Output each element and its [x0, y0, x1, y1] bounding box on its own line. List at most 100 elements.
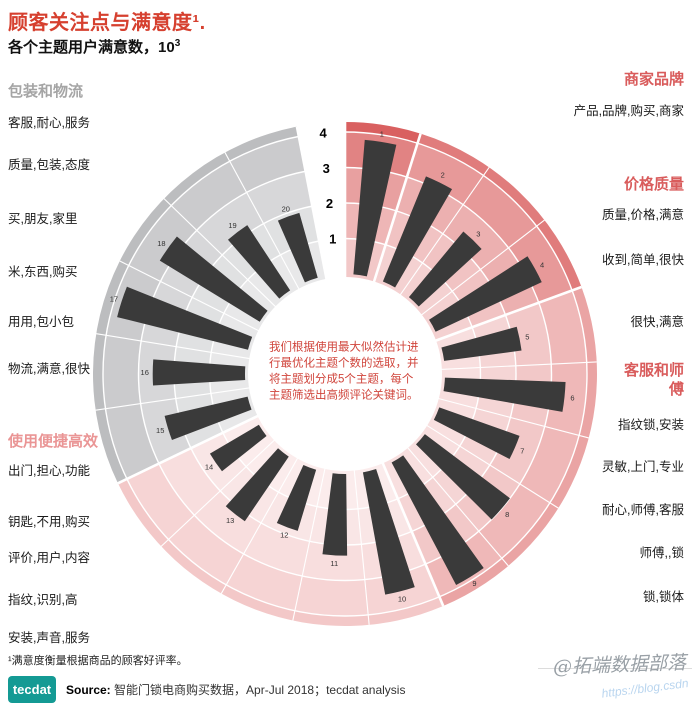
- axis-tick-label: 1: [329, 232, 336, 247]
- spoke-line: [220, 457, 299, 594]
- topic-bar: [277, 212, 318, 283]
- sector-band: [222, 415, 398, 510]
- topic-bar: [382, 176, 453, 288]
- topic-bar: [443, 377, 566, 412]
- topic-bar: [391, 455, 484, 585]
- topic-bar: [227, 225, 291, 299]
- bar-index-label: 6: [570, 393, 574, 402]
- topic-bar: [164, 396, 252, 440]
- topic-bar: [322, 473, 348, 556]
- spoke-line: [381, 461, 445, 607]
- center-annotation: 我们根据使用最大似然估计进行最优化主题个数的选取，并将主题划分成5个主题，每个主…: [269, 341, 419, 401]
- topic-keywords-label: 收到,简单,很快: [602, 253, 684, 267]
- spoke-line: [295, 126, 328, 281]
- bar-index-label: 17: [110, 295, 118, 304]
- spoke-line: [406, 446, 509, 567]
- sector-group-header: 商家品牌: [623, 71, 684, 88]
- bar-index-label: 18: [157, 239, 165, 248]
- topic-bar: [159, 236, 268, 322]
- topic-bar: [408, 231, 482, 307]
- spoke-line: [425, 424, 559, 509]
- axis-tick-label: 4: [319, 126, 327, 141]
- topic-keywords-label: 指纹锁,安装: [618, 418, 684, 432]
- spoke-line: [440, 361, 597, 370]
- bar-index-label: 15: [156, 426, 164, 435]
- topic-bar: [362, 469, 415, 595]
- topic-keywords-label: 买,朋友,家里: [8, 212, 78, 226]
- bar-index-label: 5: [525, 332, 529, 341]
- bar-index-label: 1: [380, 129, 384, 138]
- spoke-line: [119, 260, 260, 332]
- topic-keywords-label: 锁,锁体: [643, 590, 684, 604]
- topic-keywords-label: 安装,声音,服务: [8, 631, 90, 645]
- watermark-signature: @拓端数据部落: [552, 651, 687, 679]
- bar-index-label: 14: [205, 463, 213, 472]
- spoke-line: [163, 198, 277, 308]
- topic-keywords-label: 灵敏,上门,专业: [602, 460, 684, 474]
- topic-keywords-label: 指纹,识别,高: [8, 593, 78, 607]
- topic-keywords-label: 钥匙,不用,购买: [8, 515, 90, 529]
- bar-index-label: 8: [505, 510, 509, 519]
- tecdat-logo: tecdat: [8, 676, 56, 703]
- footnote: ¹满意度衡量根据商品的顾客好评率。: [8, 655, 188, 667]
- source-text: 智能门锁电商购买数据，Apr-Jul 2018；tecdat analysis: [114, 683, 406, 697]
- topic-keywords-label: 很快,满意: [630, 315, 684, 329]
- spoke-line: [160, 439, 276, 547]
- sector-band: [93, 126, 299, 484]
- sector-band: [190, 432, 412, 545]
- sector-band: [397, 314, 516, 532]
- sector-group-header: 价格质量: [623, 176, 684, 193]
- topic-bar: [117, 286, 253, 350]
- sector-band: [126, 463, 440, 616]
- subtitle-text: 各个主题用户满意数，10: [8, 39, 175, 56]
- source-line: Source: 智能门锁电商购买数据，Apr-Jul 2018；tecdat a…: [66, 681, 405, 698]
- bar-index-label: 16: [141, 368, 149, 377]
- sector-band: [158, 448, 426, 581]
- topic-bar: [209, 424, 267, 472]
- bar-index-label: 13: [226, 516, 234, 525]
- spoke-line: [292, 467, 326, 621]
- spoke-line: [372, 133, 422, 283]
- spoke-line: [353, 469, 370, 625]
- bar-index-label: 4: [540, 261, 544, 270]
- sector-band: [382, 327, 481, 499]
- bar-index-label: 12: [280, 530, 288, 539]
- axis-tick-label: 2: [326, 196, 333, 211]
- spoke-line: [420, 219, 545, 316]
- spoke-line: [224, 152, 300, 290]
- footer: tecdat Source: 智能门锁电商购买数据，Apr-Jul 2018；t…: [8, 676, 405, 703]
- spoke-line: [95, 387, 251, 411]
- sector-band: [345, 122, 421, 144]
- topic-keywords-label: 评价,用户,内容: [8, 551, 90, 565]
- topic-bar: [276, 464, 317, 531]
- bar-index-label: 7: [520, 446, 524, 455]
- topic-bar: [353, 139, 397, 277]
- subtitle-superscript: 3: [174, 38, 181, 49]
- watermark-divider: [538, 668, 692, 669]
- sector-group-header: 客服和师傅: [623, 362, 684, 398]
- sector-band: [117, 478, 444, 626]
- sector-group-header: 使用便捷高效: [8, 433, 99, 450]
- topic-bar: [225, 448, 289, 522]
- axis-tick-label: 3: [323, 161, 330, 176]
- topic-keywords-label: 质量,包装,态度: [8, 158, 90, 172]
- sector-band: [425, 290, 588, 597]
- topic-keywords-label: 产品,品牌,购买,商家: [573, 104, 684, 118]
- sector-band: [209, 240, 327, 433]
- bar-index-label: 20: [282, 204, 290, 213]
- source-label: Source:: [66, 683, 111, 697]
- bar-index-label: 11: [330, 559, 338, 568]
- topic-keywords-label: 米,东西,购买: [8, 265, 78, 279]
- topic-bar: [415, 434, 510, 520]
- bar-index-label: 2: [441, 171, 445, 180]
- topic-keywords-label: 耐心,师傅,客服: [602, 503, 684, 517]
- bar-index-label: 19: [228, 221, 236, 230]
- spoke-line: [96, 333, 251, 360]
- page-subtitle: 各个主题用户满意数，103: [8, 36, 180, 57]
- bar-index-label: 9: [472, 579, 476, 588]
- topic-keywords-label: 用用,包小包: [8, 315, 74, 329]
